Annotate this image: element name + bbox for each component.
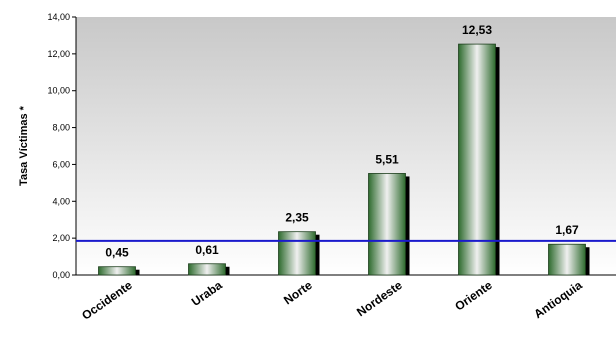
data-labels: 0,45 0,61 2,35 5,51 12,53 1,67 xyxy=(105,23,579,260)
data-label: 0,45 xyxy=(105,246,129,260)
y-axis-title: Tasa Víctimas * xyxy=(18,105,30,186)
y-tick-label: 10,00 xyxy=(47,86,70,96)
category-label: Oriente xyxy=(452,278,495,314)
bar xyxy=(278,231,316,276)
plot-area xyxy=(76,17,616,275)
bar xyxy=(368,173,406,276)
bars xyxy=(98,43,590,276)
y-tick-label: 2,00 xyxy=(52,233,70,243)
data-label: 2,35 xyxy=(285,211,309,225)
data-label: 5,51 xyxy=(375,152,399,166)
bar xyxy=(98,266,136,276)
category-label: Nordeste xyxy=(354,278,405,319)
category-label: Antioquia xyxy=(531,278,585,321)
y-tick-label: 6,00 xyxy=(52,159,70,169)
bar xyxy=(188,263,226,276)
y-tick-label: 8,00 xyxy=(52,123,70,133)
y-tick-label: 0,00 xyxy=(52,270,70,280)
category-label: Norte xyxy=(281,278,315,308)
category-label: Occidente xyxy=(79,278,135,323)
category-label: Uraba xyxy=(189,278,225,309)
data-label: 1,67 xyxy=(555,223,579,237)
bar xyxy=(458,43,496,276)
y-ticks: 0,00 2,00 4,00 6,00 8,00 10,00 12,00 14,00 xyxy=(47,12,76,280)
data-label: 0,61 xyxy=(195,243,219,257)
bar xyxy=(548,243,586,276)
y-tick-label: 12,00 xyxy=(47,49,70,59)
y-tick-label: 4,00 xyxy=(52,196,70,206)
category-labels: Occidente Uraba Norte Nordeste Oriente Antioq… xyxy=(79,278,585,323)
y-tick-label: 14,00 xyxy=(47,12,70,22)
data-label: 12,53 xyxy=(462,23,492,37)
